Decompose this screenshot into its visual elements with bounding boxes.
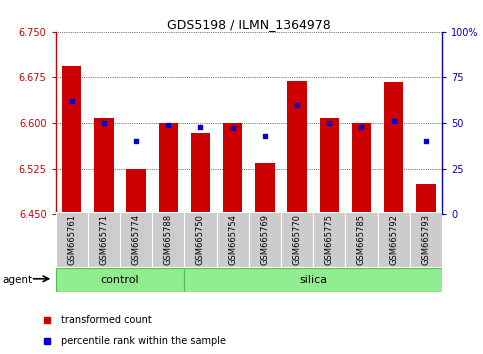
Text: agent: agent (2, 275, 32, 285)
Bar (191, 133, 210, 214)
Text: control: control (100, 275, 139, 285)
Bar (152, 212, 185, 267)
Bar (320, 118, 339, 214)
Text: GSM665793: GSM665793 (421, 214, 430, 265)
Text: silica: silica (299, 275, 327, 285)
Bar (185, 268, 442, 292)
Bar (352, 123, 371, 214)
Bar (216, 212, 249, 267)
Bar (410, 212, 442, 267)
Bar (313, 212, 345, 267)
Bar (249, 212, 281, 267)
Text: GSM665771: GSM665771 (99, 214, 108, 265)
Text: GSM665761: GSM665761 (67, 214, 76, 265)
Bar (56, 268, 185, 292)
Text: GSM665788: GSM665788 (164, 214, 173, 265)
Text: transformed count: transformed count (61, 315, 152, 325)
Text: GSM665792: GSM665792 (389, 214, 398, 265)
Bar (255, 162, 274, 214)
Bar (120, 212, 152, 267)
Title: GDS5198 / ILMN_1364978: GDS5198 / ILMN_1364978 (167, 18, 331, 31)
Text: GSM665770: GSM665770 (293, 214, 301, 265)
Bar (378, 212, 410, 267)
Bar (345, 212, 378, 267)
Bar (94, 118, 114, 214)
Text: GSM665769: GSM665769 (260, 214, 270, 265)
Bar (88, 212, 120, 267)
Text: GSM665774: GSM665774 (131, 214, 141, 265)
Bar (56, 212, 88, 267)
Bar (62, 67, 81, 214)
Text: GSM665785: GSM665785 (357, 214, 366, 265)
Bar (185, 212, 216, 267)
Text: GSM665775: GSM665775 (325, 214, 334, 265)
Bar (158, 123, 178, 214)
Bar (384, 82, 403, 214)
Bar (223, 123, 242, 214)
Text: GSM665750: GSM665750 (196, 214, 205, 265)
Text: percentile rank within the sample: percentile rank within the sample (61, 336, 227, 346)
Bar (281, 212, 313, 267)
Text: GSM665754: GSM665754 (228, 214, 237, 265)
Bar (127, 169, 146, 214)
Bar (416, 184, 436, 214)
Bar (287, 81, 307, 214)
